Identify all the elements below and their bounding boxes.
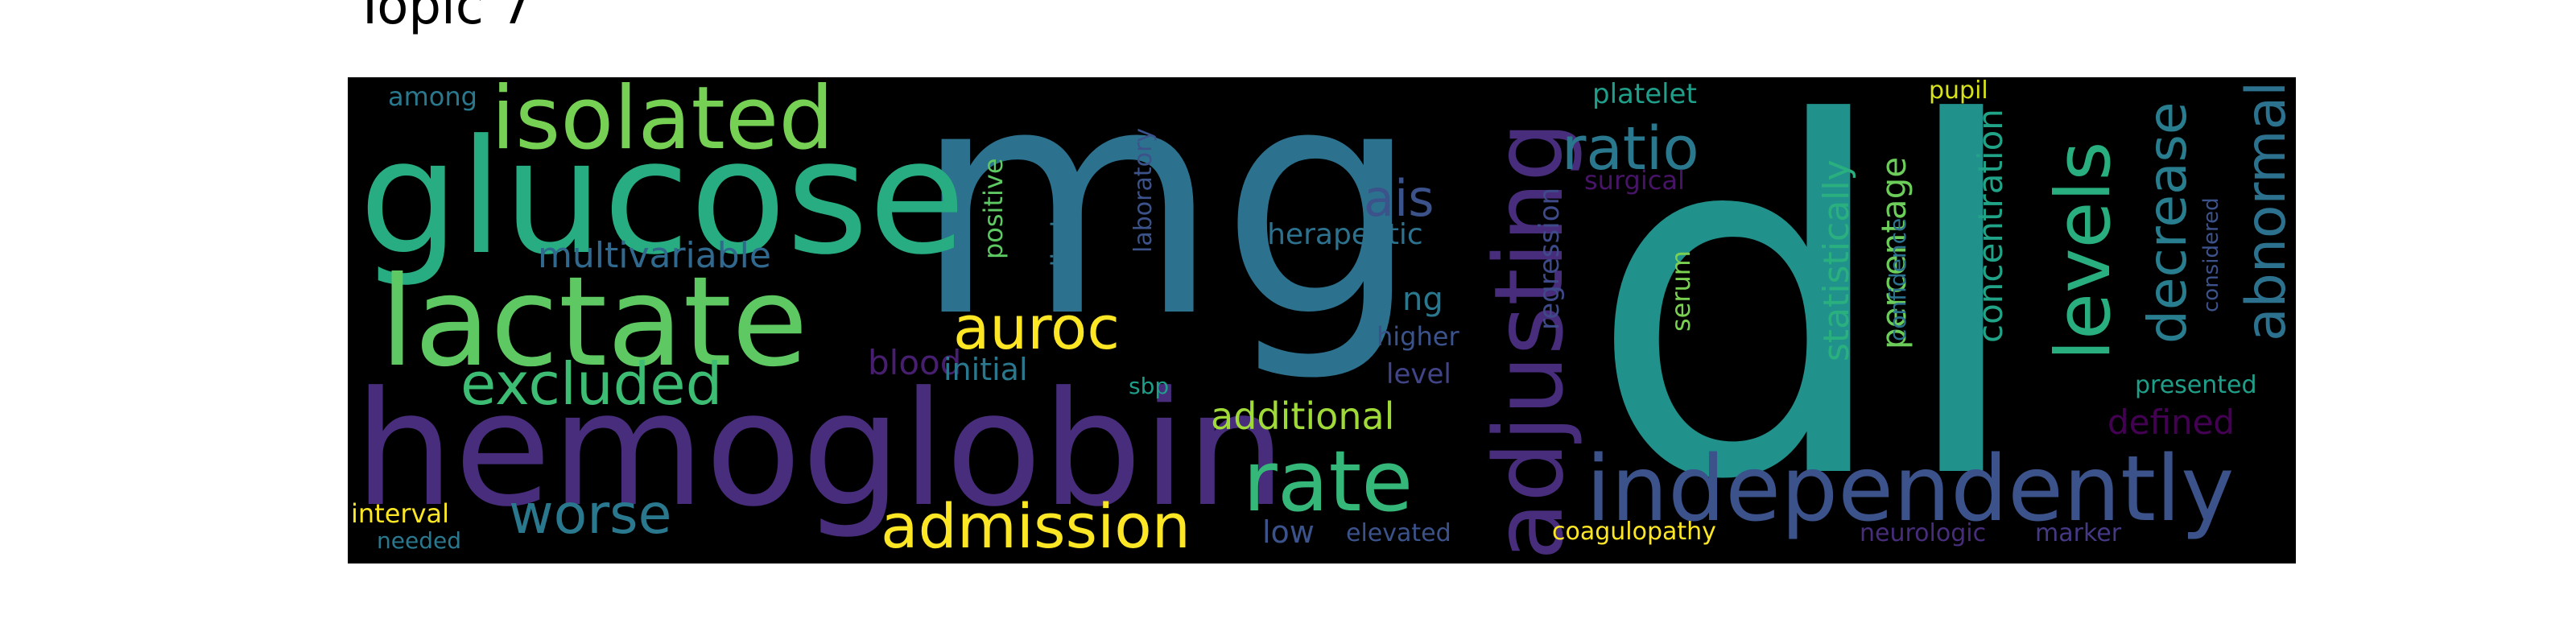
word-independently: independently <box>1586 437 2235 542</box>
word-worse: worse <box>509 483 672 547</box>
word-admission: admission <box>881 490 1191 562</box>
word-laboratory: laboratory <box>1129 127 1158 253</box>
word-levels: levels <box>2040 141 2128 361</box>
word-dl: dl <box>1587 77 2029 564</box>
word-neurologic: neurologic <box>1860 519 1987 547</box>
word-needed: needed <box>377 527 461 554</box>
word-concentration: concentration <box>1971 108 2010 343</box>
word-therapeutic: therapeutic <box>1256 218 1423 251</box>
word-lactate: lactate <box>380 250 808 394</box>
word-marker: marker <box>2035 519 2122 547</box>
word-level: level <box>1386 358 1451 390</box>
word-multivariable: multivariable <box>538 235 771 276</box>
word-low: low <box>1262 514 1315 550</box>
word-auroc: auroc <box>953 294 1121 363</box>
word-regression: regression <box>1534 187 1566 330</box>
word-platelet: platelet <box>1592 78 1697 110</box>
word-defined: defined <box>2107 402 2235 442</box>
figure-title: Topic 7 <box>354 0 534 36</box>
word-cloud: mg dl glucose hemoglobin lactate isolated adju… <box>348 77 2296 564</box>
word-mg: mg <box>913 77 1421 386</box>
word-sbp: sbp <box>1129 373 1170 399</box>
word-hemoglobin: hemoglobin <box>354 358 1286 542</box>
word-interval: interval <box>351 498 449 529</box>
word-elevated: elevated <box>1346 519 1451 547</box>
word-statistically: statistically <box>1816 159 1857 362</box>
word-glucose: glucose <box>359 106 966 290</box>
word-serum: serum <box>1666 250 1696 332</box>
word-decrease: decrease <box>2136 101 2198 344</box>
word-excluded: excluded <box>460 350 723 418</box>
word-positive: positive <box>978 158 1009 259</box>
word-presented: presented <box>2135 371 2257 399</box>
word-abnormal: abnormal <box>2235 81 2296 342</box>
word-among: among <box>388 81 477 112</box>
word-ng: ng <box>1402 281 1443 318</box>
word-additional: additional <box>1211 394 1395 438</box>
word-coagulopathy: coagulopathy <box>1552 518 1716 546</box>
word-isolated: isolated <box>491 77 834 169</box>
word-pupil: pupil <box>1929 77 1988 105</box>
word-blood: blood <box>868 343 962 382</box>
word-ratio: ratio <box>1562 114 1699 184</box>
word-confidence: confidence <box>1885 217 1911 341</box>
word-surgical: surgical <box>1584 165 1685 196</box>
word-initial: initial <box>943 352 1028 387</box>
word-died: died <box>1046 220 1076 276</box>
word-rate: rate <box>1243 432 1414 530</box>
word-considered: considered <box>2199 197 2223 312</box>
word-higher: higher <box>1377 321 1459 352</box>
word-ais: ais <box>1364 169 1435 228</box>
